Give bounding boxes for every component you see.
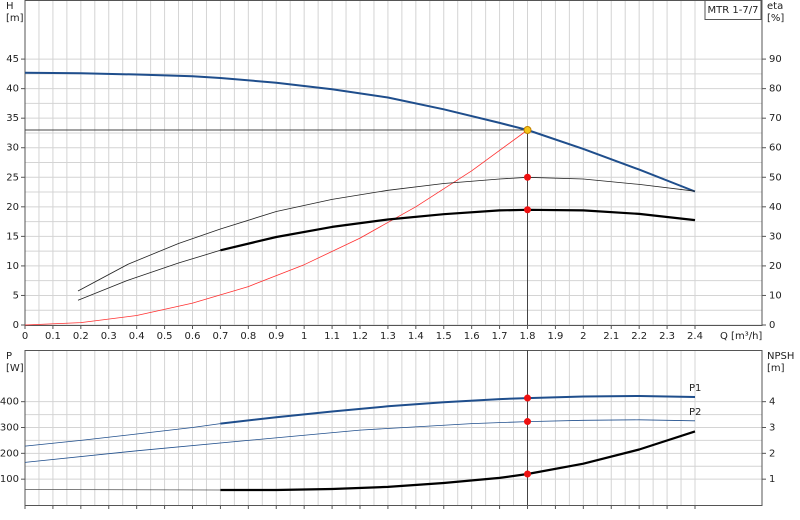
x-tick-label: 1.1 <box>324 331 340 342</box>
curve <box>77 176 696 292</box>
curve <box>220 208 696 252</box>
x-tick-label: 2.2 <box>631 331 647 342</box>
duty-point <box>524 173 531 181</box>
duty-point <box>524 394 531 402</box>
y2-tick-label: 90 <box>769 54 782 65</box>
x-tick-label: 0.9 <box>268 331 284 342</box>
y2-axis-label: NPSH <box>767 351 794 362</box>
curve-label: P2 <box>689 407 701 418</box>
y2-tick-label: 50 <box>769 172 782 183</box>
duty-point <box>524 470 531 478</box>
y-axis-label: P <box>6 351 12 362</box>
y2-tick-label: 60 <box>769 143 782 154</box>
duty-point <box>524 418 531 426</box>
x-tick-label: 0.4 <box>129 331 145 342</box>
y-axis-unit: [m] <box>6 13 24 24</box>
x-tick-label: 0.3 <box>101 331 117 342</box>
x-tick-label: 0.2 <box>73 331 89 342</box>
y2-tick-label: 40 <box>769 202 782 213</box>
x-tick-label: 0.7 <box>212 331 228 342</box>
y-axis-unit: [W] <box>6 363 24 374</box>
x-tick-label: 2.4 <box>687 331 703 342</box>
x-tick-label: 0.1 <box>45 331 61 342</box>
y-tick-label: 25 <box>6 172 19 183</box>
y-tick-label: 100 <box>0 474 19 485</box>
curve <box>24 423 221 447</box>
y2-tick-label: 4 <box>769 397 775 408</box>
x-tick-label: 2 <box>580 331 586 342</box>
y-tick-label: 45 <box>6 54 19 65</box>
y2-tick-label: 10 <box>769 290 782 301</box>
x-tick-label: 1.6 <box>464 331 480 342</box>
x-tick-label: 0.5 <box>157 331 173 342</box>
y2-tick-label: 3 <box>769 423 775 434</box>
y2-tick-label: 30 <box>769 231 782 242</box>
y-tick-label: 40 <box>6 84 19 95</box>
y-tick-label: 5 <box>13 290 19 301</box>
y-tick-label: 35 <box>6 113 19 124</box>
plot-frame <box>24 0 763 326</box>
x-tick-label: 1.4 <box>408 331 424 342</box>
y2-axis-unit: [m] <box>767 363 785 374</box>
y2-axis-label: eta <box>767 1 783 12</box>
curve <box>77 249 221 301</box>
y-tick-label: 300 <box>0 423 19 434</box>
curve <box>220 395 696 425</box>
y-tick-label: 15 <box>6 231 19 242</box>
y-tick-label: 400 <box>0 397 19 408</box>
y2-tick-label: 20 <box>769 261 782 272</box>
x-tick-label: 2.3 <box>659 331 675 342</box>
x-tick-label: 0 <box>22 331 28 342</box>
x-axis-label: Q [m³/h] <box>720 331 762 342</box>
x-tick-label: 0.6 <box>185 331 201 342</box>
curve <box>24 71 696 193</box>
y2-tick-label: 1 <box>769 474 775 485</box>
y-tick-label: 0 <box>13 320 19 331</box>
y2-axis-unit: [%] <box>767 13 784 24</box>
y2-tick-label: 80 <box>769 84 782 95</box>
x-tick-label: 1.7 <box>492 331 508 342</box>
x-tick-label: 1.3 <box>380 331 396 342</box>
curve <box>220 430 696 492</box>
x-tick-label: 1 <box>301 331 307 342</box>
x-tick-label: 1.2 <box>352 331 368 342</box>
x-tick-label: 1.9 <box>547 331 563 342</box>
duty-point <box>523 126 532 134</box>
title-box <box>704 0 762 20</box>
x-tick-label: 1.5 <box>436 331 452 342</box>
curve <box>24 419 696 463</box>
curve <box>24 129 528 326</box>
curve <box>24 489 221 491</box>
y-tick-label: 20 <box>6 202 19 213</box>
y-tick-label: 10 <box>6 261 19 272</box>
y-tick-label: 200 <box>0 448 19 459</box>
y-tick-label: 30 <box>6 143 19 154</box>
y2-tick-label: 70 <box>769 113 782 124</box>
curve-label: P1 <box>689 383 701 394</box>
y2-tick-label: 0 <box>769 320 775 331</box>
y-axis-label: H <box>6 1 14 12</box>
x-tick-label: 1.8 <box>520 331 536 342</box>
chart-title: MTR 1-7/7 <box>708 5 759 16</box>
x-tick-label: 0.8 <box>240 331 256 342</box>
duty-point <box>524 206 531 214</box>
x-tick-label: 2.1 <box>603 331 619 342</box>
y2-tick-label: 2 <box>769 448 775 459</box>
